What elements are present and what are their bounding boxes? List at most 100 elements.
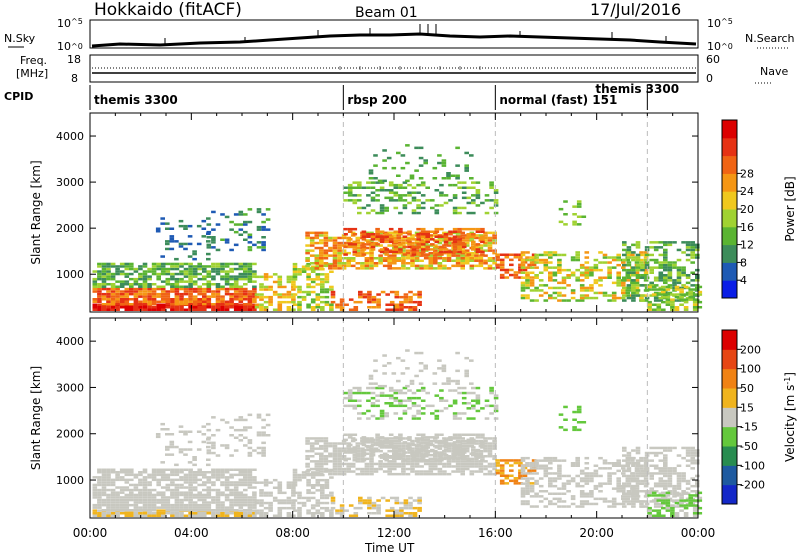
- heatmap-cell: [291, 486, 296, 489]
- heatmap-cell: [272, 290, 278, 294]
- heatmap-cell: [142, 275, 148, 278]
- heatmap-cell: [616, 469, 621, 473]
- heatmap-cell: [663, 459, 668, 462]
- heatmap-cell: [319, 452, 324, 455]
- heatmap-cell: [420, 233, 426, 236]
- heatmap-cell: [306, 512, 311, 515]
- heatmap-cell: [676, 472, 682, 475]
- heatmap-cell: [480, 201, 485, 205]
- heatmap-cell: [520, 487, 526, 490]
- heatmap-cell: [309, 267, 315, 270]
- heatmap-cell: [187, 461, 193, 464]
- heatmap-cell: [598, 482, 603, 485]
- heatmap-cell: [197, 287, 202, 291]
- heatmap-cell: [165, 283, 171, 286]
- heatmap-cell: [420, 181, 426, 184]
- heatmap-cell: [631, 477, 636, 480]
- heatmap-cell: [224, 496, 230, 499]
- heatmap-cell: [443, 250, 449, 254]
- heatmap-cell: [133, 514, 139, 517]
- heatmap-cell: [142, 303, 148, 306]
- heatmap-cell: [401, 462, 406, 466]
- heatmap-cell: [160, 478, 166, 482]
- heatmap-cell: [256, 246, 262, 249]
- heatmap-cell: [625, 291, 631, 295]
- heatmap-cell: [165, 290, 171, 293]
- heatmap-cell: [403, 504, 409, 507]
- heatmap-cell: [119, 496, 125, 499]
- heatmap-cell: [369, 267, 374, 270]
- heatmap-cell: [685, 454, 691, 457]
- heatmap-cell: [352, 448, 358, 452]
- heatmap-cell: [464, 249, 470, 252]
- heatmap-cell: [504, 253, 510, 256]
- heatmap-cell: [665, 494, 671, 497]
- heatmap-cell: [525, 271, 530, 274]
- heatmap-cell: [611, 266, 617, 269]
- heatmap-cell: [320, 295, 325, 299]
- heatmap-cell: [416, 245, 421, 249]
- heatmap-cell: [420, 446, 426, 449]
- heatmap-cell: [119, 503, 125, 507]
- heatmap-cell: [202, 267, 207, 271]
- heatmap-cell: [480, 240, 485, 244]
- heatmap-cell: [487, 455, 493, 458]
- heatmap-cell: [106, 493, 111, 497]
- heatmap-cell: [305, 455, 310, 458]
- heatmap-cell: [106, 512, 111, 515]
- heatmap-cell: [622, 248, 627, 252]
- heatmap-cell: [384, 446, 389, 449]
- heatmap-cell: [417, 496, 422, 500]
- heatmap-cell: [367, 290, 372, 294]
- heatmap-cell: [179, 501, 184, 504]
- heatmap-cell: [92, 503, 98, 507]
- heatmap-cell: [425, 453, 430, 457]
- heatmap-cell: [224, 272, 230, 276]
- heatmap-cell: [324, 273, 330, 276]
- heatmap-cell: [398, 448, 403, 452]
- heatmap-cell: [211, 471, 216, 474]
- heatmap-cell: [369, 465, 374, 468]
- heatmap-cell: [337, 264, 342, 268]
- heatmap-cell: [520, 467, 526, 470]
- heatmap-cell: [552, 253, 558, 257]
- heatmap-cell: [389, 308, 395, 311]
- heatmap-cell: [151, 478, 157, 482]
- heatmap-cell: [206, 463, 211, 467]
- heatmap-cell: [576, 405, 582, 409]
- heatmap-cell: [376, 506, 381, 510]
- heatmap-cell: [690, 446, 695, 450]
- heatmap-cell: [520, 281, 526, 285]
- heatmap-cell: [423, 161, 428, 165]
- heatmap-cell: [238, 290, 244, 293]
- heatmap-cell: [398, 391, 403, 395]
- heatmap-cell: [616, 477, 621, 480]
- heatmap-cell: [622, 286, 627, 290]
- heatmap-cell: [441, 159, 447, 162]
- heatmap-cell: [247, 248, 253, 252]
- heatmap-cell: [474, 254, 479, 257]
- heatmap-cell: [101, 275, 107, 278]
- heatmap-cell: [690, 248, 695, 252]
- heatmap-cell: [238, 514, 244, 517]
- heatmap-cell: [579, 274, 585, 277]
- heatmap-cell: [428, 259, 434, 262]
- heatmap-cell: [197, 493, 202, 497]
- heatmap-cell: [353, 512, 359, 515]
- heatmap-cell: [355, 241, 361, 245]
- heatmap-cell: [471, 451, 476, 454]
- heatmap-cell: [361, 391, 367, 395]
- heatmap-cell: [341, 264, 347, 268]
- heatmap-cell: [183, 227, 188, 230]
- heatmap-cell: [310, 476, 316, 479]
- heatmap-cell: [310, 471, 316, 474]
- heatmap-cell: [626, 492, 632, 495]
- heatmap-cell: [233, 473, 239, 477]
- heatmap-cell: [534, 464, 539, 467]
- heatmap-cell: [584, 261, 590, 264]
- heatmap-cell: [233, 243, 239, 247]
- heatmap-cell: [407, 446, 412, 449]
- heatmap-cell: [649, 258, 654, 262]
- heatmap-cell: [412, 306, 418, 309]
- heatmap-cell: [611, 291, 617, 295]
